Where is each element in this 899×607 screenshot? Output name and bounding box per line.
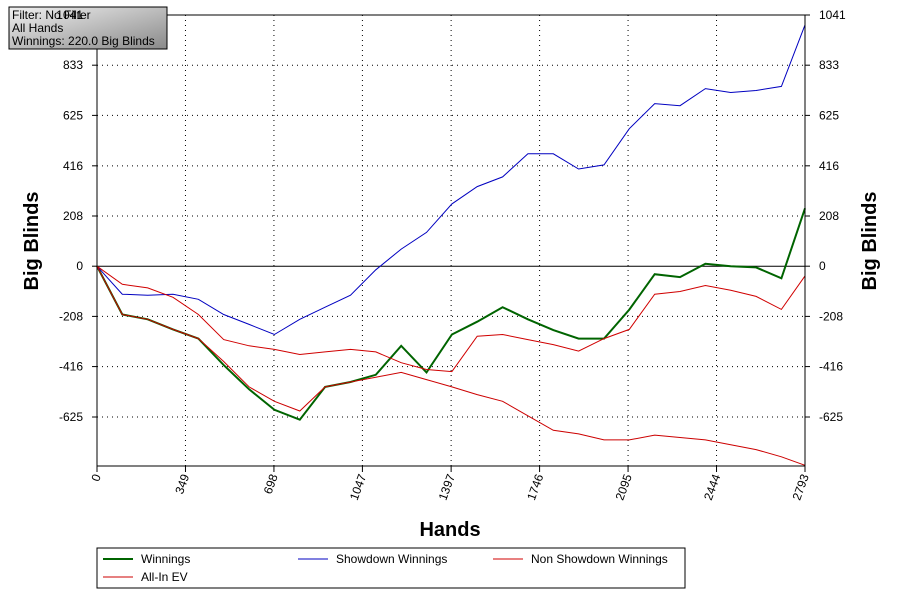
- x-tick-label: 349: [172, 472, 192, 496]
- info-hands: All Hands: [12, 21, 63, 35]
- y-tick-label: 1041: [56, 8, 83, 22]
- x-tick-label: 698: [261, 472, 281, 496]
- y-tick-label: -416: [59, 360, 83, 374]
- y2-tick-label: 416: [819, 159, 839, 173]
- legend: [96, 547, 686, 589]
- y-tick-label: -208: [59, 309, 83, 323]
- y-tick-label: 625: [63, 108, 83, 122]
- y-tick-label: 416: [63, 159, 83, 173]
- y-tick-label: 833: [63, 58, 83, 72]
- y2-tick-label: 833: [819, 58, 839, 72]
- info-winnings: Winnings: 220.0 Big Blinds: [12, 34, 155, 48]
- y-tick-label: 0: [76, 259, 83, 273]
- y2-axis-title: Big Blinds: [859, 192, 881, 291]
- y-tick-label: 208: [63, 209, 83, 223]
- y2-tick-label: 208: [819, 209, 839, 223]
- legend-label: Winnings: [141, 552, 190, 566]
- y-axis-title: Big Blinds: [21, 192, 43, 291]
- y2-tick-label: 1041: [819, 8, 846, 22]
- y2-tick-label: -416: [819, 360, 843, 374]
- plot-frame: [96, 14, 806, 467]
- legend-items: Winnings Showdown Winnings Non Showdown Wi…: [103, 552, 668, 584]
- y2-tick-label: 625: [819, 108, 839, 122]
- y-tick-label: -625: [59, 410, 83, 424]
- legend-label: Non Showdown Winnings: [531, 552, 668, 566]
- x-axis-title: Hands: [419, 519, 480, 541]
- legend-label: Showdown Winnings: [336, 552, 447, 566]
- series-line: [96, 265, 806, 373]
- y2-tick-label: -208: [819, 309, 843, 323]
- series-line: [96, 207, 806, 421]
- info-box: [8, 6, 168, 50]
- y2-tick-label: 0: [819, 259, 826, 273]
- info-filter: Filter: No Filter: [12, 8, 91, 22]
- legend-label: All-In EV: [141, 570, 188, 584]
- series-line: [96, 265, 806, 466]
- x-tick-label: 0: [88, 472, 104, 483]
- series-line: [96, 24, 806, 336]
- y2-tick-label: -625: [819, 410, 843, 424]
